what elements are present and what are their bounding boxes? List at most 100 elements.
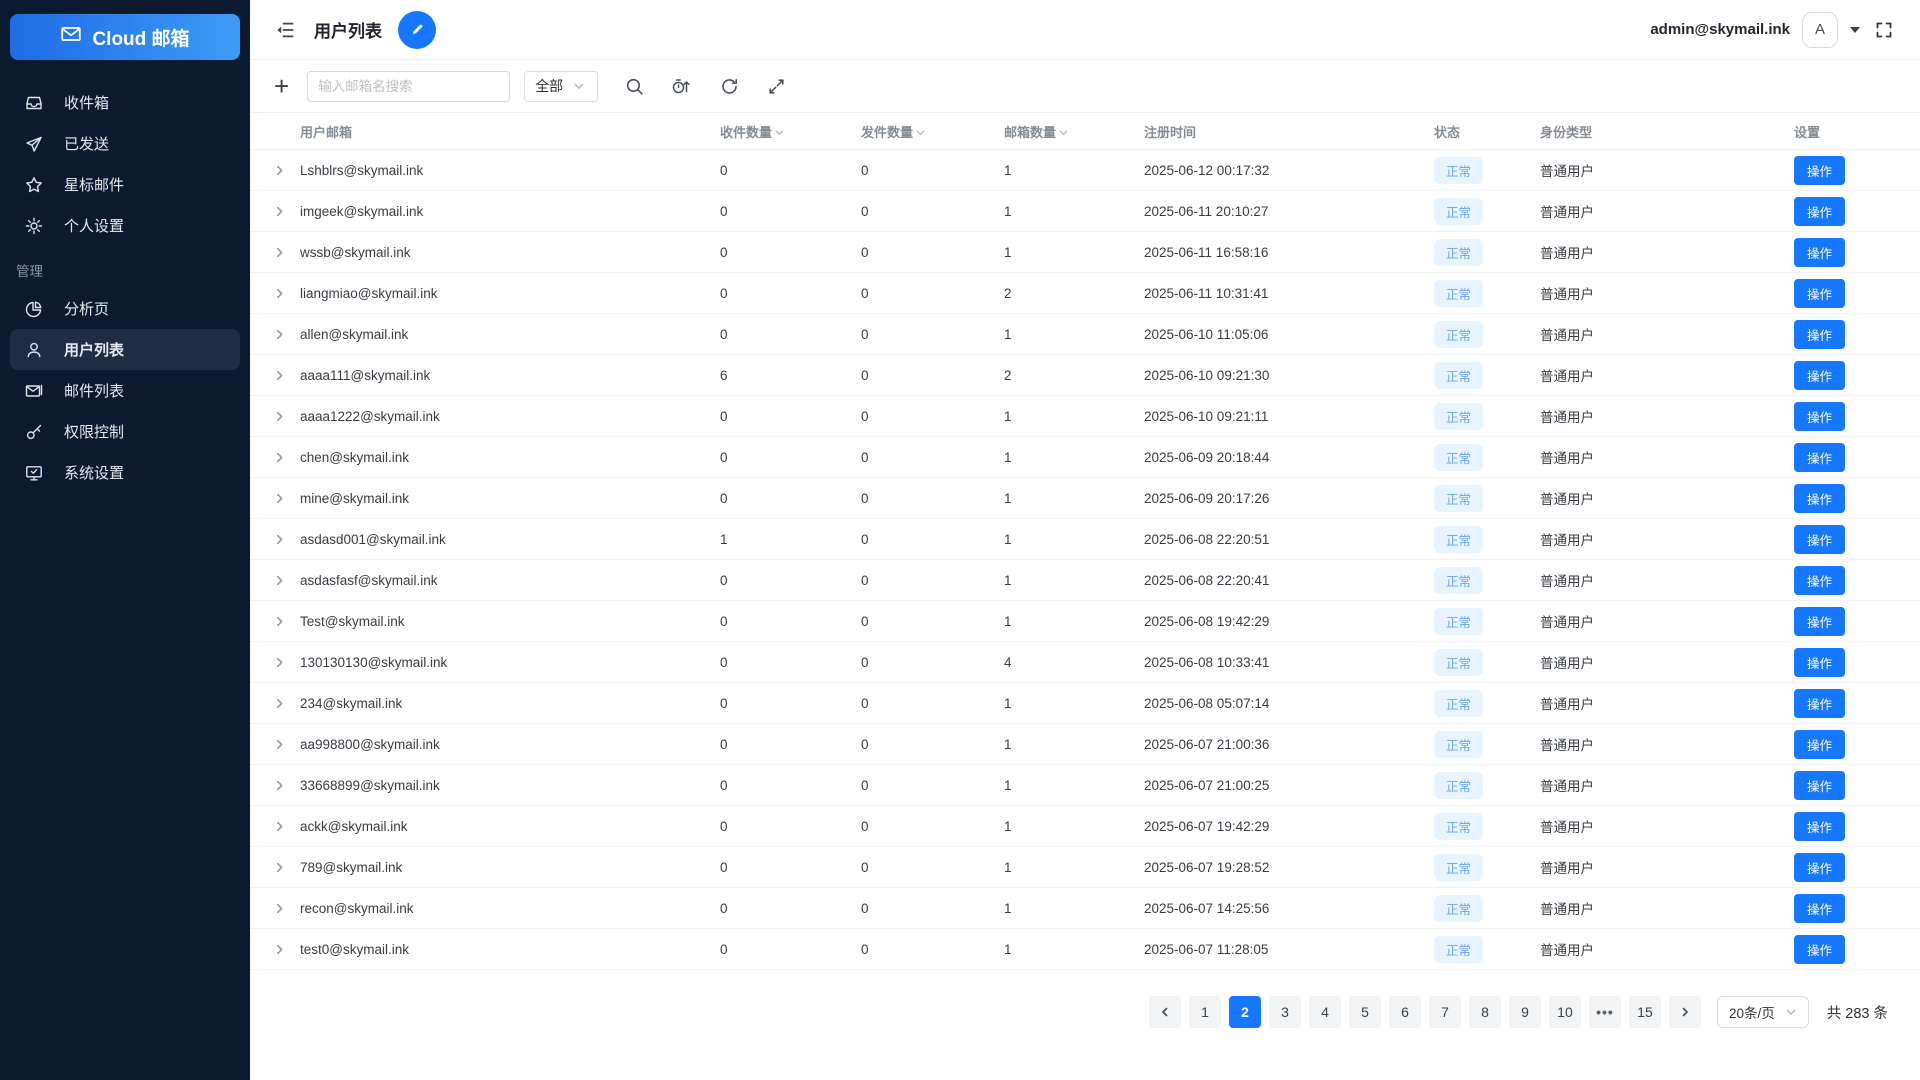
sort-chevron-icon[interactable] [774, 127, 785, 138]
row-action-button[interactable]: 操作 [1794, 770, 1846, 800]
header-mailbox-count[interactable]: 邮箱数量 [1004, 122, 1144, 141]
cell-role: 普通用户 [1540, 738, 1594, 753]
row-action-button[interactable]: 操作 [1794, 483, 1846, 513]
row-action-button[interactable]: 操作 [1794, 442, 1846, 472]
pagination-page-button[interactable]: 5 [1348, 996, 1381, 1028]
row-expand-chevron-icon[interactable] [250, 205, 300, 218]
row-expand-chevron-icon[interactable] [250, 902, 300, 915]
row-action-button[interactable]: 操作 [1794, 893, 1846, 923]
sidebar-item-system-settings[interactable]: 系统设置 [10, 452, 240, 493]
row-expand-chevron-icon[interactable] [250, 164, 300, 177]
search-icon[interactable] [622, 74, 647, 99]
sidebar-item-starred[interactable]: 星标邮件 [10, 164, 240, 205]
row-expand-chevron-icon[interactable] [250, 697, 300, 710]
sidebar-item-inbox[interactable]: 收件箱 [10, 82, 240, 123]
pagination-page-button[interactable]: 8 [1468, 996, 1501, 1028]
cell-user-email: liangmiao@skymail.ink [300, 285, 438, 301]
fullscreen-icon[interactable] [1872, 18, 1896, 42]
row-action-button[interactable]: 操作 [1794, 647, 1846, 677]
timer-sort-icon[interactable] [669, 74, 695, 99]
edit-button[interactable] [398, 10, 436, 49]
row-action-button[interactable]: 操作 [1794, 278, 1846, 308]
row-action-button[interactable]: 操作 [1794, 319, 1846, 349]
row-expand-chevron-icon[interactable] [250, 287, 300, 300]
table-row: 234@skymail.ink 0 0 1 2025-06-08 05:07:1… [250, 683, 1920, 724]
pagination-page-button[interactable]: 2 [1228, 996, 1261, 1028]
row-expand-chevron-icon[interactable] [250, 656, 300, 669]
cell-role: 普通用户 [1540, 861, 1594, 876]
row-expand-chevron-icon[interactable] [250, 328, 300, 341]
row-expand-chevron-icon[interactable] [250, 369, 300, 382]
pagination-page-button[interactable]: 1 [1188, 996, 1221, 1028]
row-action-button[interactable]: 操作 [1794, 606, 1846, 636]
row-expand-chevron-icon[interactable] [250, 410, 300, 423]
sort-chevron-icon[interactable] [1058, 127, 1069, 138]
filter-select[interactable]: 全部 [524, 70, 599, 102]
mail-list-icon [24, 381, 44, 401]
header-sent-count[interactable]: 发件数量 [861, 122, 1004, 141]
row-expand-chevron-icon[interactable] [250, 738, 300, 751]
sidebar-item-personal-settings[interactable]: 个人设置 [10, 205, 240, 246]
row-action-button[interactable]: 操作 [1794, 729, 1846, 759]
row-action-button[interactable]: 操作 [1794, 524, 1846, 554]
page-size-select[interactable]: 20条/页 [1716, 996, 1809, 1028]
row-expand-chevron-icon[interactable] [250, 615, 300, 628]
table-row: asdasfasf@skymail.ink 0 0 1 2025-06-08 2… [250, 560, 1920, 601]
pagination-page-button[interactable]: 3 [1268, 996, 1301, 1028]
row-expand-chevron-icon[interactable] [250, 820, 300, 833]
pagination-page-button[interactable]: 6 [1388, 996, 1421, 1028]
row-expand-chevron-icon[interactable] [250, 574, 300, 587]
header-inbox-count[interactable]: 收件数量 [720, 122, 861, 141]
row-expand-chevron-icon[interactable] [250, 861, 300, 874]
pagination-page-button[interactable]: 4 [1308, 996, 1341, 1028]
row-expand-chevron-icon[interactable] [250, 451, 300, 464]
row-action-button[interactable]: 操作 [1794, 688, 1846, 718]
cell-mailbox-count: 1 [1004, 531, 1012, 547]
account-caret-down-icon[interactable] [1850, 26, 1860, 33]
pagination-page-button[interactable]: 15 [1628, 996, 1661, 1028]
row-action-button[interactable]: 操作 [1794, 401, 1846, 431]
pagination-ellipsis-button[interactable]: ••• [1588, 996, 1621, 1028]
sidebar-item-permissions[interactable]: 权限控制 [10, 411, 240, 452]
cell-registered-time: 2025-06-08 10:33:41 [1144, 654, 1270, 670]
logo-button[interactable]: Cloud 邮箱 [10, 14, 240, 60]
row-action-button[interactable]: 操作 [1794, 155, 1846, 185]
row-action-button[interactable]: 操作 [1794, 934, 1846, 964]
status-badge: 正常 [1434, 566, 1484, 594]
sidebar-collapse-icon[interactable] [270, 15, 300, 45]
user-icon [24, 340, 44, 360]
sidebar-item-analytics[interactable]: 分析页 [10, 288, 240, 329]
row-expand-chevron-icon[interactable] [250, 533, 300, 546]
pagination-page-button[interactable]: 9 [1508, 996, 1541, 1028]
expand-icon[interactable] [764, 74, 789, 99]
sidebar-item-user-list[interactable]: 用户列表 [10, 329, 240, 370]
row-action-button[interactable]: 操作 [1794, 565, 1846, 595]
row-action-button[interactable]: 操作 [1794, 196, 1846, 226]
avatar[interactable]: A [1802, 11, 1838, 48]
cell-user-email: ackk@skymail.ink [300, 818, 408, 834]
total-count-text: 共 283 条 [1826, 1005, 1888, 1022]
row-expand-chevron-icon[interactable] [250, 492, 300, 505]
add-user-button[interactable]: + [270, 73, 293, 99]
row-expand-chevron-icon[interactable] [250, 246, 300, 259]
sort-chevron-icon[interactable] [915, 127, 926, 138]
search-input[interactable] [307, 70, 511, 102]
row-action-button[interactable]: 操作 [1794, 360, 1846, 390]
pagination-page-button[interactable]: 7 [1428, 996, 1461, 1028]
status-badge: 正常 [1434, 935, 1484, 963]
cell-registered-time: 2025-06-07 19:28:52 [1144, 859, 1270, 875]
cell-mailbox-count: 1 [1004, 244, 1012, 260]
refresh-icon[interactable] [717, 74, 742, 99]
sidebar-item-sent[interactable]: 已发送 [10, 123, 240, 164]
pagination-prev-button[interactable] [1148, 996, 1181, 1028]
cell-registered-time: 2025-06-07 19:42:29 [1144, 818, 1270, 834]
row-action-button[interactable]: 操作 [1794, 852, 1846, 882]
pagination-next-button[interactable] [1668, 996, 1701, 1028]
header-status: 状态 [1434, 124, 1461, 140]
pagination-page-button[interactable]: 10 [1548, 996, 1581, 1028]
row-action-button[interactable]: 操作 [1794, 237, 1846, 267]
row-expand-chevron-icon[interactable] [250, 779, 300, 792]
sidebar-item-mail-list[interactable]: 邮件列表 [10, 370, 240, 411]
row-expand-chevron-icon[interactable] [250, 943, 300, 956]
row-action-button[interactable]: 操作 [1794, 811, 1846, 841]
